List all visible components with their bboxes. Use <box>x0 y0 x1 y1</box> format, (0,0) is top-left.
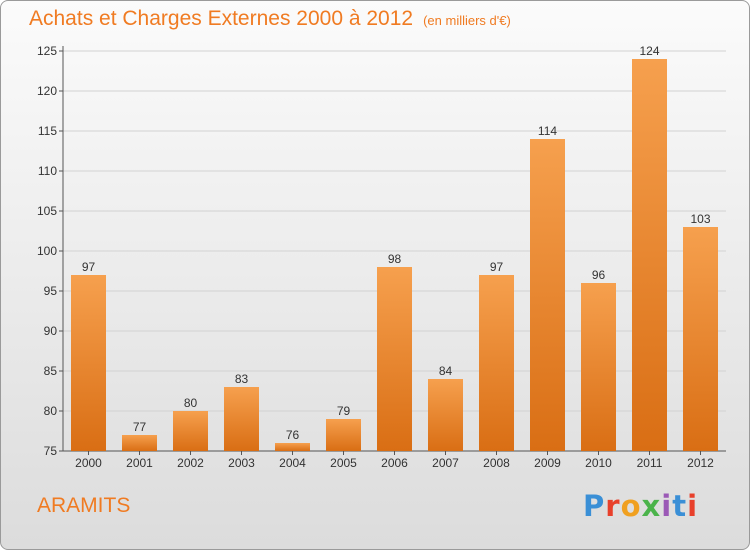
y-tick-label: 105 <box>37 204 57 218</box>
x-tick-label-2012: 2012 <box>687 456 714 470</box>
y-tick-label: 110 <box>38 164 57 178</box>
logo-letter: i <box>661 489 673 523</box>
bar-2000 <box>71 275 106 451</box>
logo-letter: i <box>687 489 699 523</box>
proxiti-logo: Proxiti <box>583 489 698 523</box>
value-label-2003: 83 <box>235 372 249 386</box>
bar-2006 <box>377 267 412 451</box>
logo-letter: t <box>672 489 688 523</box>
bar-2004 <box>275 443 310 451</box>
bar-2008 <box>479 275 514 451</box>
y-tick-label: 90 <box>44 324 58 338</box>
y-tick-label: 80 <box>44 404 58 418</box>
value-label-2004: 76 <box>286 428 300 442</box>
y-tick-label: 125 <box>37 44 57 58</box>
bars <box>71 59 718 451</box>
x-tick-label-2001: 2001 <box>126 456 153 470</box>
x-tick-label-2009: 2009 <box>534 456 561 470</box>
labels: 75 80 85 90 95 100 105 110 115 120 125 97 2000 77 2001… <box>37 44 714 470</box>
x-tick-label-2006: 2006 <box>381 456 408 470</box>
value-label-2012: 103 <box>690 212 710 226</box>
x-tick-label-2011: 2011 <box>637 456 663 470</box>
logo-letter: o <box>620 489 642 523</box>
x-tick-label-2003: 2003 <box>228 456 255 470</box>
y-tick-label: 100 <box>37 244 57 258</box>
chart-title-text: Achats et Charges Externes 2000 à 2012 <box>29 7 414 30</box>
y-tick-label: 120 <box>37 84 57 98</box>
bar-2012 <box>683 227 718 451</box>
logo-letter: r <box>605 489 621 523</box>
y-tick-label: 75 <box>44 444 58 458</box>
x-tick-label-2005: 2005 <box>330 456 357 470</box>
bar-2009 <box>530 139 565 451</box>
value-label-2006: 98 <box>388 252 402 266</box>
x-tick-label-2010: 2010 <box>585 456 612 470</box>
bar-2003 <box>224 387 259 451</box>
x-tick-label-2004: 2004 <box>279 456 306 470</box>
logo-letter: P <box>583 489 606 523</box>
value-label-2000: 97 <box>82 260 96 274</box>
bar-2007 <box>428 379 463 451</box>
y-tick-label: 85 <box>44 364 58 378</box>
x-tick-label-2007: 2007 <box>432 456 459 470</box>
x-tick-label-2000: 2000 <box>75 456 102 470</box>
value-label-2009: 114 <box>538 124 557 138</box>
chart-title: Achats et Charges Externes 2000 à 2012 (e… <box>29 7 511 31</box>
value-label-2011: 124 <box>639 44 659 58</box>
value-label-2007: 84 <box>439 364 453 378</box>
x-tick-label-2002: 2002 <box>177 456 204 470</box>
bar-2010 <box>581 283 616 451</box>
value-label-2010: 96 <box>592 268 606 282</box>
y-tick-label: 115 <box>38 124 57 138</box>
chart-unit: (en milliers d'€) <box>423 13 511 28</box>
logo-letter: x <box>641 489 662 523</box>
bar-2011 <box>632 59 667 451</box>
x-tick-label-2008: 2008 <box>483 456 510 470</box>
bar-2001 <box>122 435 157 451</box>
bar-2005 <box>326 419 361 451</box>
value-label-2001: 77 <box>133 420 147 434</box>
value-label-2005: 79 <box>337 404 351 418</box>
y-tick-label: 95 <box>44 284 58 298</box>
value-label-2002: 80 <box>184 396 198 410</box>
bar-2002 <box>173 411 208 451</box>
commune-name: ARAMITS <box>37 494 131 517</box>
value-label-2008: 97 <box>490 260 504 274</box>
